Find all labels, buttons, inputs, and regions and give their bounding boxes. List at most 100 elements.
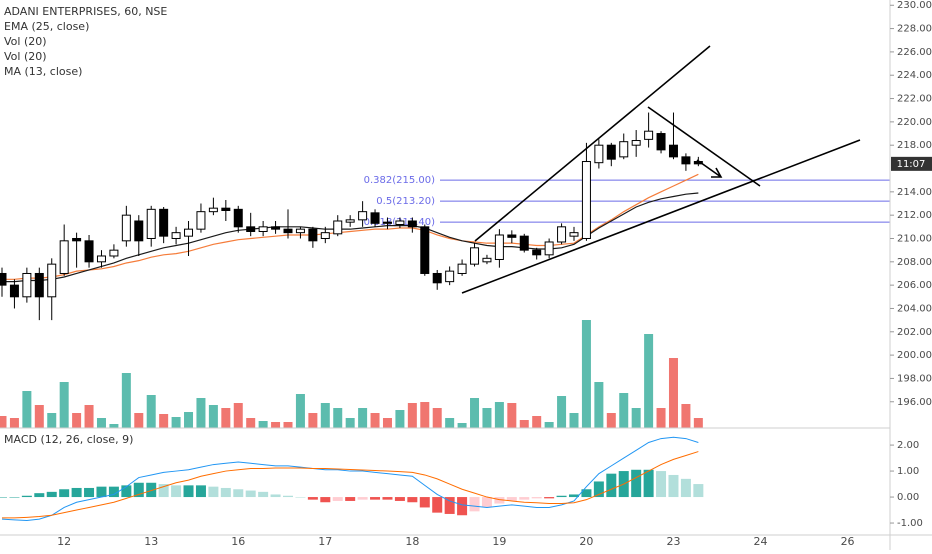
macd-histogram-bar <box>332 497 343 501</box>
volume-bar <box>407 403 417 428</box>
volume-bar <box>333 408 343 428</box>
macd-histogram-bar <box>693 484 704 498</box>
macd-histogram-bar <box>606 473 617 498</box>
y-tick-label: 226.00 <box>897 47 932 58</box>
macd-histogram-bar <box>0 497 7 498</box>
candle-body <box>606 144 616 160</box>
candle-body <box>121 214 131 242</box>
candle-body <box>395 220 405 225</box>
candle-body <box>557 226 567 243</box>
volume-bar <box>9 418 19 428</box>
macd-histogram-bar <box>370 497 381 500</box>
volume-bar <box>0 416 7 428</box>
legend-entry: Vol (20) <box>4 35 47 48</box>
y-tick-label: 224.00 <box>897 70 932 81</box>
macd-histogram-bar <box>631 469 642 498</box>
candle-body <box>246 226 256 232</box>
volume-bar <box>457 423 467 428</box>
volume-bar <box>507 403 517 428</box>
volume-bar <box>320 403 330 428</box>
volume-bar <box>557 396 567 428</box>
macd-histogram-bar <box>195 485 206 498</box>
volume-bar <box>233 403 243 428</box>
volume-bar <box>581 320 591 428</box>
macd-histogram-bar <box>668 474 679 498</box>
macd-line <box>1 436 699 521</box>
candle-body <box>72 237 82 242</box>
macd-histogram-bar <box>46 491 57 498</box>
macd-histogram-bar <box>357 497 368 500</box>
macd-histogram-bar <box>108 486 119 498</box>
macd-histogram-bar <box>643 469 654 498</box>
trend-line <box>647 106 761 187</box>
trend-line <box>474 45 711 242</box>
y-tick-label: 0.00 <box>897 492 919 503</box>
y-tick-label: 206.00 <box>897 280 932 291</box>
candle-body <box>581 161 591 239</box>
candle-body <box>96 255 106 263</box>
volume-bar <box>656 408 666 428</box>
volume-bar <box>184 412 194 428</box>
volume-bar <box>208 405 218 428</box>
macd-histogram-bar <box>233 489 244 498</box>
candle-body <box>184 228 194 237</box>
macd-histogram-bar <box>158 484 169 498</box>
macd-histogram-bar <box>9 497 20 498</box>
volume-bar <box>196 398 206 428</box>
candle-body <box>295 228 305 234</box>
y-tick-label: -1.00 <box>897 518 923 529</box>
x-tick-label: 24 <box>754 535 768 548</box>
volume-bar <box>693 418 703 428</box>
macd-histogram-bar <box>345 497 356 501</box>
candle-body <box>358 211 368 221</box>
candle-body <box>9 284 19 298</box>
legend-title: ADANI ENTERPRISES, 60, NSE <box>4 5 167 18</box>
x-tick-label: 26 <box>841 535 855 548</box>
volume-bar <box>544 422 554 428</box>
macd-line <box>2 451 699 519</box>
macd-histogram-bar <box>171 485 182 498</box>
volume-bar <box>34 405 44 428</box>
candle-body <box>569 232 579 237</box>
candle-body <box>308 228 318 242</box>
y-tick-label: 196.00 <box>897 397 932 408</box>
candle-body <box>544 241 554 256</box>
candle-body <box>171 232 181 239</box>
candle-body <box>109 249 119 257</box>
candle-body <box>619 141 629 158</box>
layers: 0.382(215.00)0.5(213.20)0.618(211.40)121… <box>0 112 890 548</box>
macd-histogram-bar <box>519 497 530 500</box>
macd-histogram-bar <box>544 497 555 499</box>
macd-histogram-bar <box>121 485 132 498</box>
macd-histogram-bar <box>407 497 418 503</box>
volume-bar <box>22 391 32 428</box>
y-tick-label: 218.00 <box>897 140 932 151</box>
volume-bar <box>432 408 442 428</box>
candle-body <box>208 207 218 213</box>
x-tick-label: 12 <box>57 535 71 548</box>
macd-histogram-bar <box>307 497 318 500</box>
volume-bar <box>345 418 355 428</box>
candle-body <box>271 226 281 230</box>
volume-bar <box>681 404 691 428</box>
macd-histogram-bar <box>531 497 542 499</box>
candle-body <box>146 208 156 239</box>
candle-body <box>320 232 330 239</box>
y-tick-label: 200.00 <box>897 350 932 361</box>
volume-bar <box>594 382 604 428</box>
volume-bar <box>146 395 156 428</box>
y-tick-label: 204.00 <box>897 303 932 314</box>
trend-line <box>461 139 861 294</box>
macd-histogram-bar <box>656 471 667 498</box>
x-tick-label: 17 <box>318 535 332 548</box>
macd-histogram-bar <box>469 497 480 512</box>
volume-bar <box>308 413 318 428</box>
x-tick-label: 16 <box>231 535 245 548</box>
candle-body <box>656 133 666 151</box>
x-tick-label: 20 <box>579 535 593 548</box>
macd-histogram-bar <box>457 497 468 516</box>
macd-histogram-bar <box>208 486 219 498</box>
arrow <box>696 159 723 178</box>
